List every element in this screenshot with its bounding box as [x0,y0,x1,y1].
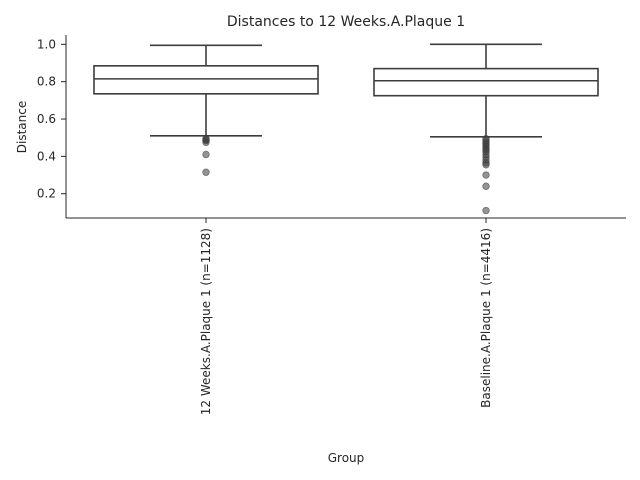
y-tick-label: 0.8 [37,75,56,89]
outlier-point [482,161,490,169]
outlier-point [202,138,210,147]
outlier-point [482,182,490,190]
y-tick-label: 0.6 [37,112,56,126]
y-tick-label: 0.4 [37,149,56,163]
x-tick-label: 12 Weeks.A.Plaque 1 (n=1128) [199,228,213,415]
box-group [373,43,599,215]
outlier-point [202,168,210,176]
y-axis-label: Distance [15,101,29,153]
outlier-point [482,206,490,215]
y-tick-label: 0.2 [37,187,56,201]
outlier-point [202,150,210,159]
box-group [93,44,319,176]
outlier-point [482,171,490,179]
chart-title: Distances to 12 Weeks.A.Plaque 1 [227,14,465,30]
y-ticks: 0.2 0.4 0.6 0.8 1.0 [37,37,66,201]
y-tick-label: 1.0 [37,37,56,51]
x-axis-label: Group [328,451,365,465]
x-ticks: 12 Weeks.A.Plaque 1 (n=1128) Baseline.A.P… [199,218,493,415]
box-plots [93,43,599,215]
box-iqr [373,67,599,97]
x-tick-label: Baseline.A.Plaque 1 (n=4416) [479,228,493,408]
box-iqr [93,65,319,95]
